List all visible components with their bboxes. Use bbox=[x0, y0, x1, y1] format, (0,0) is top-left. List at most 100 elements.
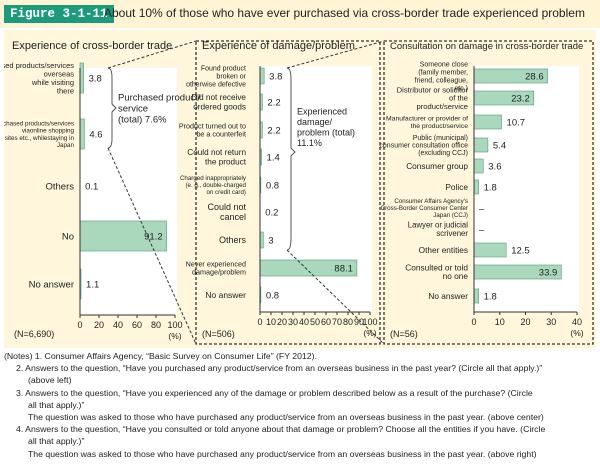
category-label: Manufacturer or provider of the product/s… bbox=[386, 116, 468, 130]
bracket-total-label: Experienced damage/problem (total) 11.1% bbox=[297, 106, 355, 147]
connector-line bbox=[286, 40, 385, 69]
value-label: 23.2 bbox=[511, 94, 530, 105]
value-label: 3.8 bbox=[269, 72, 282, 83]
note-line: The question was asked to those who have… bbox=[28, 448, 537, 459]
total-bracket bbox=[107, 67, 117, 149]
x-tick-label: 70 bbox=[332, 317, 342, 327]
x-tick-label: 20 bbox=[520, 317, 530, 327]
connector-line bbox=[107, 147, 197, 345]
category-label: Never experienced damage/problem bbox=[186, 259, 246, 276]
value-label: 3 bbox=[268, 236, 273, 247]
figure-number-badge: Figure 3-1-11 bbox=[4, 5, 114, 23]
bar bbox=[473, 288, 479, 304]
x-tick-label: 60 bbox=[132, 320, 142, 330]
value-label: – bbox=[479, 204, 485, 215]
chart-area: Experience of cross-border trade Purchase… bbox=[0, 30, 596, 348]
category-label: Found product broken or otherwise defectiv… bbox=[186, 65, 247, 88]
category-label: Distributor or solicitor of the product/se… bbox=[397, 85, 469, 111]
category-label: Someone close (family member, friend, coll… bbox=[415, 61, 468, 92]
notes: (Notes) 1. Consumer Affairs Agency, “Bas… bbox=[4, 350, 596, 460]
value-label: 12.5 bbox=[511, 246, 530, 257]
x-tick-label: 100 bbox=[167, 320, 182, 330]
bar bbox=[473, 242, 507, 258]
x-unit-label: (%) bbox=[570, 328, 583, 338]
note-line: 3. Answers to the question, “Have you ex… bbox=[16, 387, 533, 398]
category-label: Could not cancel bbox=[207, 202, 246, 222]
value-label: 1.8 bbox=[484, 292, 497, 303]
category-label: Consulted or told no one bbox=[405, 263, 468, 282]
value-label: 5.4 bbox=[493, 141, 506, 152]
bar bbox=[473, 114, 502, 130]
x-tick-label: 30 bbox=[546, 317, 556, 327]
bracket-total-label: Purchased product/service (total) 7.6% bbox=[118, 92, 201, 125]
value-label: 28.6 bbox=[525, 72, 544, 83]
category-label: Product turned out to be a counterfeit bbox=[179, 122, 246, 139]
x-tick-label: 60 bbox=[321, 317, 331, 327]
panel-damage-dashed-frame bbox=[195, 40, 381, 345]
x-tick-label: 20 bbox=[277, 317, 287, 327]
x-tick-label: 100 bbox=[362, 317, 377, 327]
value-label: 1.4 bbox=[267, 153, 280, 164]
note-line: 2. Answers to the question, “Have you pu… bbox=[16, 363, 543, 374]
category-label: Other entities bbox=[419, 245, 468, 255]
x-tick-label: 80 bbox=[343, 317, 353, 327]
x-tick-label: 40 bbox=[113, 320, 123, 330]
category-label: Consumer group bbox=[406, 161, 468, 171]
x-tick-label: 0 bbox=[77, 320, 82, 330]
bar bbox=[473, 137, 489, 153]
note-line: 4. Answers to the question, “Have you co… bbox=[16, 424, 546, 435]
connector-line bbox=[107, 40, 197, 69]
bar bbox=[473, 179, 479, 195]
value-label: 10.7 bbox=[507, 118, 526, 129]
value-label: 3.6 bbox=[488, 162, 501, 173]
x-tick-label: 20 bbox=[94, 320, 104, 330]
x-tick-label: 0 bbox=[257, 317, 262, 327]
charts-svg: Experience of cross-border trade Purchase… bbox=[0, 40, 594, 345]
category-label: Did not receive ordered goods bbox=[191, 93, 246, 112]
value-label: 4.6 bbox=[89, 130, 102, 141]
category-label: No answer bbox=[205, 290, 246, 300]
plot-background bbox=[80, 68, 177, 315]
value-label: 0.8 bbox=[266, 181, 279, 192]
category-label: No answer bbox=[428, 291, 468, 301]
note-line: (Notes) 1. Consumer Affairs Agency, “Bas… bbox=[4, 351, 317, 361]
value-label: 88.1 bbox=[334, 264, 353, 275]
category-label: Lawyer or judicial scrivener bbox=[408, 220, 469, 238]
bar bbox=[79, 62, 84, 94]
value-label: 0.8 bbox=[266, 291, 279, 302]
category-label: Police bbox=[445, 182, 468, 192]
category-label: Could not return the product bbox=[187, 148, 246, 167]
value-label: 33.9 bbox=[539, 268, 558, 279]
bar bbox=[79, 118, 85, 150]
x-tick-label: 0 bbox=[471, 317, 476, 327]
panel-consultation-dashed-frame bbox=[383, 40, 594, 345]
x-tick-label: 10 bbox=[495, 317, 505, 327]
total-bracket bbox=[286, 67, 296, 251]
connector-line bbox=[286, 249, 385, 345]
sample-size-label: (N=506) bbox=[202, 329, 235, 339]
value-label: 2.2 bbox=[267, 126, 280, 137]
panel-title: Experience of cross-border trade bbox=[12, 40, 172, 52]
panel-title: Consultation on damage in cross-border t… bbox=[390, 41, 583, 52]
panel-cross-border-trade: Experience of cross-border trade Purchase… bbox=[0, 40, 201, 341]
bar bbox=[473, 158, 484, 174]
category-label: Others bbox=[45, 181, 74, 192]
category-label: Public (municipal) consumer consultation … bbox=[379, 135, 468, 157]
x-unit-label: (%) bbox=[363, 328, 376, 338]
category-label: Charged inappropriately (e. g., double-ch… bbox=[180, 175, 247, 196]
x-tick-label: 10 bbox=[266, 317, 276, 327]
panel-damage-problem: Experience of damage/problem Found produc… bbox=[179, 40, 378, 339]
x-tick-label: 50 bbox=[310, 317, 320, 327]
x-unit-label: (%) bbox=[168, 331, 181, 341]
value-label: 1.1 bbox=[86, 280, 99, 291]
note-line: all that apply.)” bbox=[28, 436, 85, 447]
note-line: all that apply.)” bbox=[28, 399, 85, 410]
value-label: 91.2 bbox=[144, 232, 163, 243]
panel-consultation: Consultation on damage in cross-border t… bbox=[379, 41, 583, 339]
category-label: No answer bbox=[29, 279, 74, 290]
category-label: Purchased products/servicesoverseaswhile… bbox=[4, 61, 74, 96]
figure-title: About 10% of those who have ever purchas… bbox=[104, 6, 585, 20]
value-label: 3.8 bbox=[89, 74, 102, 85]
panel-title: Experience of damage/problem bbox=[202, 40, 355, 52]
